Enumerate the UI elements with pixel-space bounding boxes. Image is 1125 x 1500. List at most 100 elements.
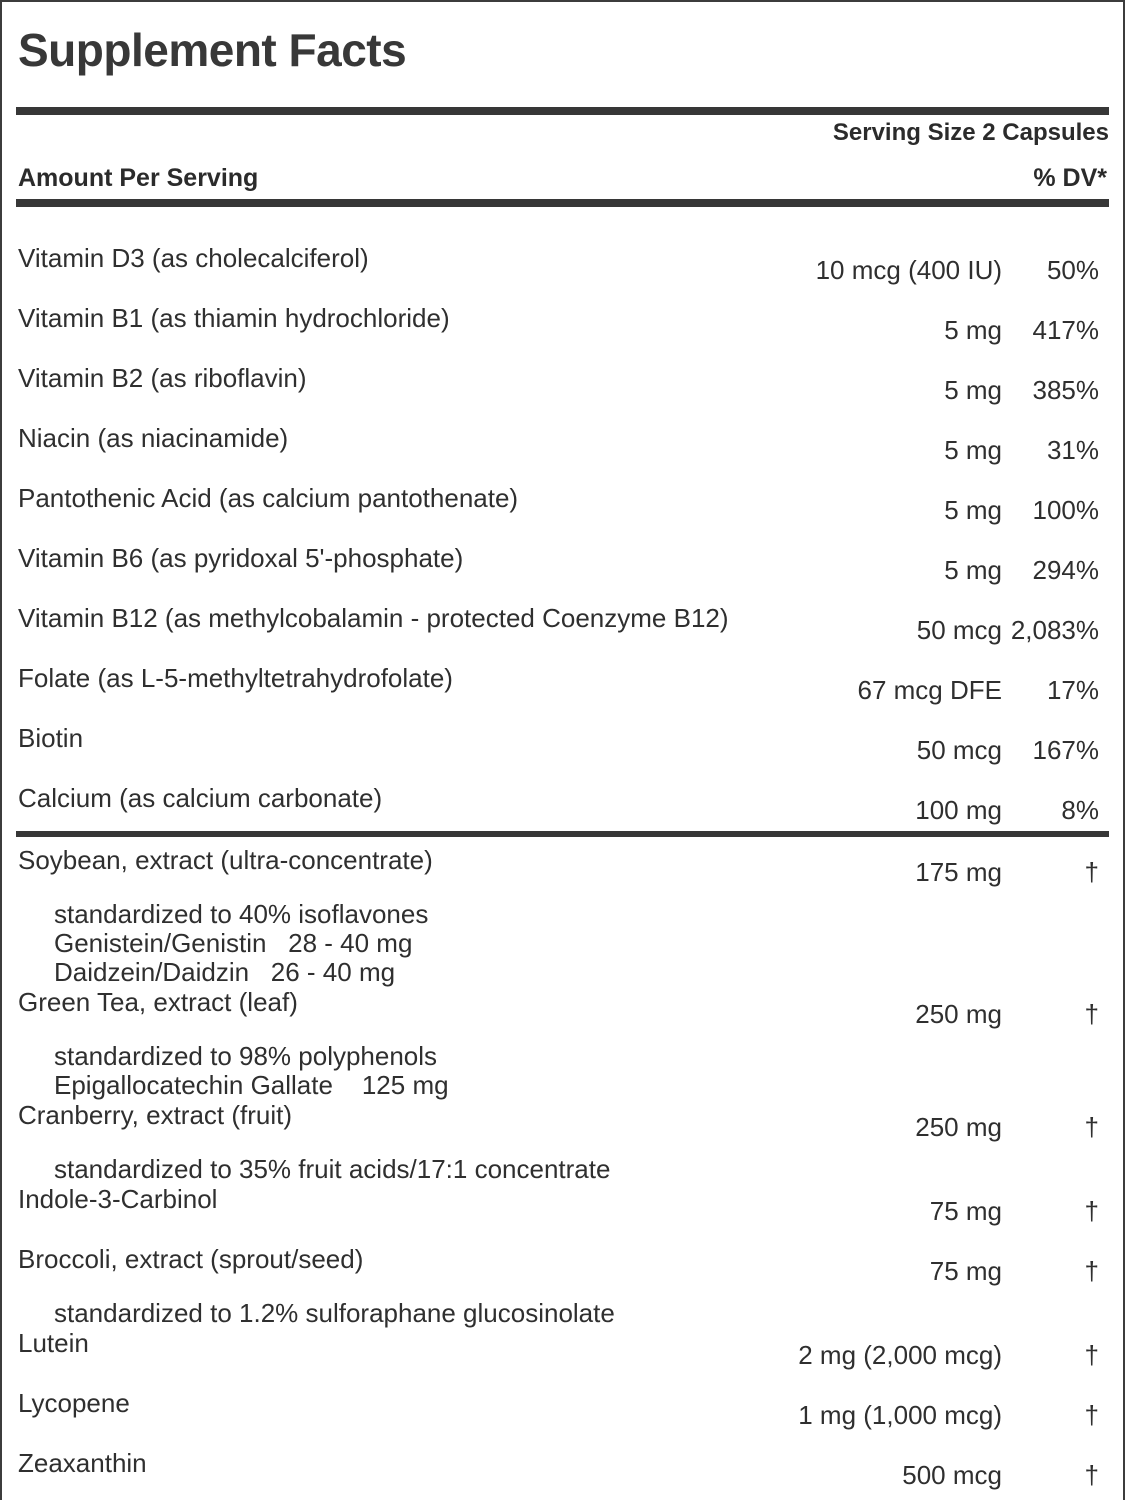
ingredient-name: Lycopene (18, 1388, 130, 1418)
dv-value: 17% (1046, 675, 1099, 705)
ingredient-name: Vitamin B12 (as methylcobalamin - protec… (18, 603, 729, 633)
table-row: Niacin (as niacinamide) 5 mg 31% (16, 423, 1109, 465)
table-row: Vitamin B2 (as riboflavin) 5 mg 385% (16, 363, 1109, 405)
ingredient-name: Pantothenic Acid (as calcium pantothenat… (18, 483, 519, 513)
ingredient-name: Broccoli, extract (sprout/seed) (18, 1244, 364, 1274)
table-row: Cranberry, extract (fruit) 250 mg † standar… (16, 1100, 1109, 1184)
amount-value: 5 mg (944, 375, 1002, 405)
ingredient-detail: Daidzein/Daidzin 26 - 40 mg (54, 957, 396, 987)
table-row: Lutein 2 mg (2,000 mcg) † (16, 1328, 1109, 1370)
table-row-main: Zeaxanthin 500 mcg † (16, 1448, 1109, 1490)
amount-value: 10 mcg (400 IU) (815, 255, 1002, 285)
dv-value: † (1084, 1400, 1099, 1430)
ingredient-detail: standardized to 35% fruit acids/17:1 con… (54, 1154, 611, 1184)
ingredient-details: standardized to 40% isoflavones Genistein… (54, 900, 1109, 987)
table-row: Vitamin B1 (as thiamin hydrochloride) 5 m… (16, 303, 1109, 345)
dv-value: 50% (1046, 255, 1099, 285)
amount-value: 5 mg (944, 555, 1002, 585)
amount-value: 250 mg (915, 1112, 1002, 1142)
nutrient-rows: Vitamin D3 (as cholecalciferol) 10 mcg (4… (16, 207, 1109, 1500)
amount-per-serving-header: Amount Per Serving (18, 164, 259, 192)
ingredient-detail: Genistein/Genistin 28 - 40 mg (54, 928, 413, 958)
table-row: Biotin 50 mcg 167% (16, 723, 1109, 765)
amount-value: 250 mg (915, 999, 1002, 1029)
table-row-main: Vitamin B12 (as methylcobalamin - protec… (16, 603, 1109, 645)
table-row-main: Folate (as L-5-methyltetrahydrofolate) 67… (16, 663, 1109, 705)
ingredient-name: Soybean, extract (ultra-concentrate) (18, 845, 433, 875)
ingredient-name: Cranberry, extract (fruit) (18, 1100, 293, 1130)
table-row-main: Lutein 2 mg (2,000 mcg) † (16, 1328, 1109, 1370)
ingredient-details: standardized to 1.2% sulforaphane glucos… (54, 1299, 1109, 1328)
ingredient-detail: standardized to 98% polyphenols (54, 1041, 438, 1071)
table-row-main: Vitamin B6 (as pyridoxal 5'-phosphate) 5 … (16, 543, 1109, 585)
panel-title: Supplement Facts (18, 24, 407, 76)
ingredient-name: Folate (as L-5-methyltetrahydrofolate) (18, 663, 453, 693)
dv-value: † (1084, 1340, 1099, 1370)
amount-value: 50 mcg (916, 615, 1002, 645)
amount-value: 500 mcg (902, 1460, 1002, 1490)
percent-dv-header: % DV* (1033, 164, 1107, 192)
dv-value: 8% (1061, 795, 1099, 825)
table-row: Indole-3-Carbinol 75 mg † (16, 1184, 1109, 1226)
table-row: Vitamin B12 (as methylcobalamin - protec… (16, 603, 1109, 645)
dv-value: † (1084, 1196, 1099, 1226)
amount-value: 5 mg (944, 495, 1002, 525)
dv-value: † (1084, 857, 1099, 887)
dv-value: 167% (1032, 735, 1100, 765)
amount-value: 1 mg (1,000 mcg) (798, 1400, 1002, 1430)
amount-value: 50 mcg (916, 735, 1002, 765)
table-row: Soybean, extract (ultra-concentrate) 175 … (16, 845, 1109, 987)
dv-value: 417% (1032, 315, 1100, 345)
table-row-main: Broccoli, extract (sprout/seed) 75 mg † (16, 1244, 1109, 1286)
ingredient-name: Vitamin B2 (as riboflavin) (18, 363, 307, 393)
dv-value: † (1084, 1256, 1099, 1286)
ingredient-details: standardized to 98% polyphenols Epigalloc… (54, 1042, 1109, 1100)
table-row-main: Vitamin B1 (as thiamin hydrochloride) 5 m… (16, 303, 1109, 345)
ingredient-detail: standardized to 40% isoflavones (54, 899, 429, 929)
dv-value: 294% (1032, 555, 1100, 585)
table-row: Folate (as L-5-methyltetrahydrofolate) 67… (16, 663, 1109, 705)
title-divider-bar (16, 107, 1109, 115)
dv-value: 2,083% (1010, 615, 1099, 645)
ingredient-detail: standardized to 1.2% sulforaphane glucos… (54, 1298, 615, 1328)
section-divider (16, 831, 1109, 837)
ingredient-name: Calcium (as calcium carbonate) (18, 783, 383, 813)
ingredient-name: Niacin (as niacinamide) (18, 423, 289, 453)
table-row: Calcium (as calcium carbonate) 100 mg 8% (16, 783, 1109, 825)
table-row-main: Cranberry, extract (fruit) 250 mg † (16, 1100, 1109, 1142)
table-row: Broccoli, extract (sprout/seed) 75 mg † sta… (16, 1244, 1109, 1328)
amount-value: 2 mg (2,000 mcg) (798, 1340, 1002, 1370)
table-row-main: Vitamin D3 (as cholecalciferol) 10 mcg (4… (16, 243, 1109, 285)
table-row-main: Niacin (as niacinamide) 5 mg 31% (16, 423, 1109, 465)
ingredient-name: Lutein (18, 1328, 89, 1358)
amount-value: 75 mg (929, 1256, 1002, 1286)
ingredient-name: Green Tea, extract (leaf) (18, 987, 298, 1017)
table-row-main: Lycopene 1 mg (1,000 mcg) † (16, 1388, 1109, 1430)
ingredient-name: Indole-3-Carbinol (18, 1184, 218, 1214)
dv-value: 385% (1032, 375, 1100, 405)
ingredient-name: Zeaxanthin (18, 1448, 147, 1478)
amount-value: 5 mg (944, 315, 1002, 345)
table-row-main: Biotin 50 mcg 167% (16, 723, 1109, 765)
table-row-main: Indole-3-Carbinol 75 mg † (16, 1184, 1109, 1226)
dv-value: 31% (1046, 435, 1099, 465)
ingredient-name: Vitamin B6 (as pyridoxal 5'-phosphate) (18, 543, 464, 573)
table-row-main: Soybean, extract (ultra-concentrate) 175 … (16, 845, 1109, 887)
dv-value: † (1084, 1460, 1099, 1490)
ingredient-name: Biotin (18, 723, 84, 753)
ingredient-name: Vitamin B1 (as thiamin hydrochloride) (18, 303, 450, 333)
table-row: Zeaxanthin 500 mcg † (16, 1448, 1109, 1490)
column-header-row: Amount Per Serving % DV* (18, 165, 1107, 191)
dv-value: † (1084, 1112, 1099, 1142)
ingredient-detail: Epigallocatechin Gallate 125 mg (54, 1070, 449, 1100)
dv-value: 100% (1032, 495, 1100, 525)
header-divider-bar (16, 199, 1109, 207)
ingredient-details: standardized to 35% fruit acids/17:1 con… (54, 1155, 1109, 1184)
table-row: Vitamin D3 (as cholecalciferol) 10 mcg (4… (16, 243, 1109, 285)
amount-value: 100 mg (915, 795, 1002, 825)
ingredient-name: Vitamin D3 (as cholecalciferol) (18, 243, 369, 273)
amount-value: 5 mg (944, 435, 1002, 465)
table-row-main: Vitamin B2 (as riboflavin) 5 mg 385% (16, 363, 1109, 405)
serving-size: Serving Size 2 Capsules (832, 119, 1109, 146)
